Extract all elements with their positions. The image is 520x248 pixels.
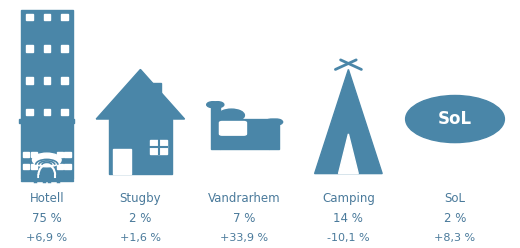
Bar: [21, 119, 73, 179]
Bar: [26, 14, 32, 20]
Bar: [61, 109, 68, 115]
Bar: [57, 164, 63, 169]
Bar: [64, 164, 71, 169]
Bar: [61, 77, 68, 84]
Text: +33,9 %: +33,9 %: [220, 233, 268, 243]
Text: +1,6 %: +1,6 %: [120, 233, 161, 243]
Text: 2 %: 2 %: [444, 212, 466, 225]
FancyBboxPatch shape: [219, 122, 246, 135]
Bar: [61, 14, 68, 20]
Bar: [150, 140, 167, 154]
Bar: [269, 124, 279, 149]
Bar: [152, 83, 161, 99]
Polygon shape: [96, 69, 185, 119]
Bar: [44, 77, 50, 84]
Text: Camping: Camping: [322, 192, 375, 205]
Bar: [220, 143, 269, 149]
Bar: [44, 45, 50, 52]
Circle shape: [406, 95, 504, 143]
Bar: [211, 107, 220, 149]
Bar: [26, 109, 32, 115]
Circle shape: [265, 119, 278, 125]
Bar: [26, 45, 32, 52]
Bar: [61, 45, 68, 52]
Circle shape: [207, 102, 219, 108]
Text: Stugby: Stugby: [120, 192, 161, 205]
Text: 14 %: 14 %: [333, 212, 363, 225]
Bar: [31, 164, 37, 169]
Text: 75 %: 75 %: [32, 212, 62, 225]
Bar: [26, 77, 32, 84]
Text: Hotell: Hotell: [30, 192, 64, 205]
Bar: [23, 164, 29, 169]
Text: +6,9 %: +6,9 %: [26, 233, 68, 243]
Ellipse shape: [32, 153, 61, 167]
Text: SoL: SoL: [438, 110, 472, 128]
Bar: [44, 109, 50, 115]
Bar: [19, 119, 74, 123]
Bar: [31, 153, 37, 157]
FancyBboxPatch shape: [217, 120, 272, 145]
Bar: [44, 14, 50, 20]
Text: 7 %: 7 %: [233, 212, 256, 225]
Circle shape: [218, 109, 244, 122]
Text: SoL: SoL: [445, 192, 465, 205]
Circle shape: [270, 119, 283, 125]
Circle shape: [211, 102, 224, 108]
Text: -10,1 %: -10,1 %: [327, 233, 370, 243]
Text: Vandrarhem: Vandrarhem: [208, 192, 281, 205]
Bar: [109, 119, 172, 174]
Bar: [21, 180, 73, 181]
Polygon shape: [315, 69, 382, 174]
Text: +8,3 %: +8,3 %: [434, 233, 476, 243]
Bar: [113, 149, 131, 174]
Bar: [21, 10, 73, 119]
Polygon shape: [339, 134, 358, 174]
Bar: [23, 153, 29, 157]
Text: 2 %: 2 %: [129, 212, 152, 225]
Bar: [57, 153, 63, 157]
Bar: [64, 153, 71, 157]
